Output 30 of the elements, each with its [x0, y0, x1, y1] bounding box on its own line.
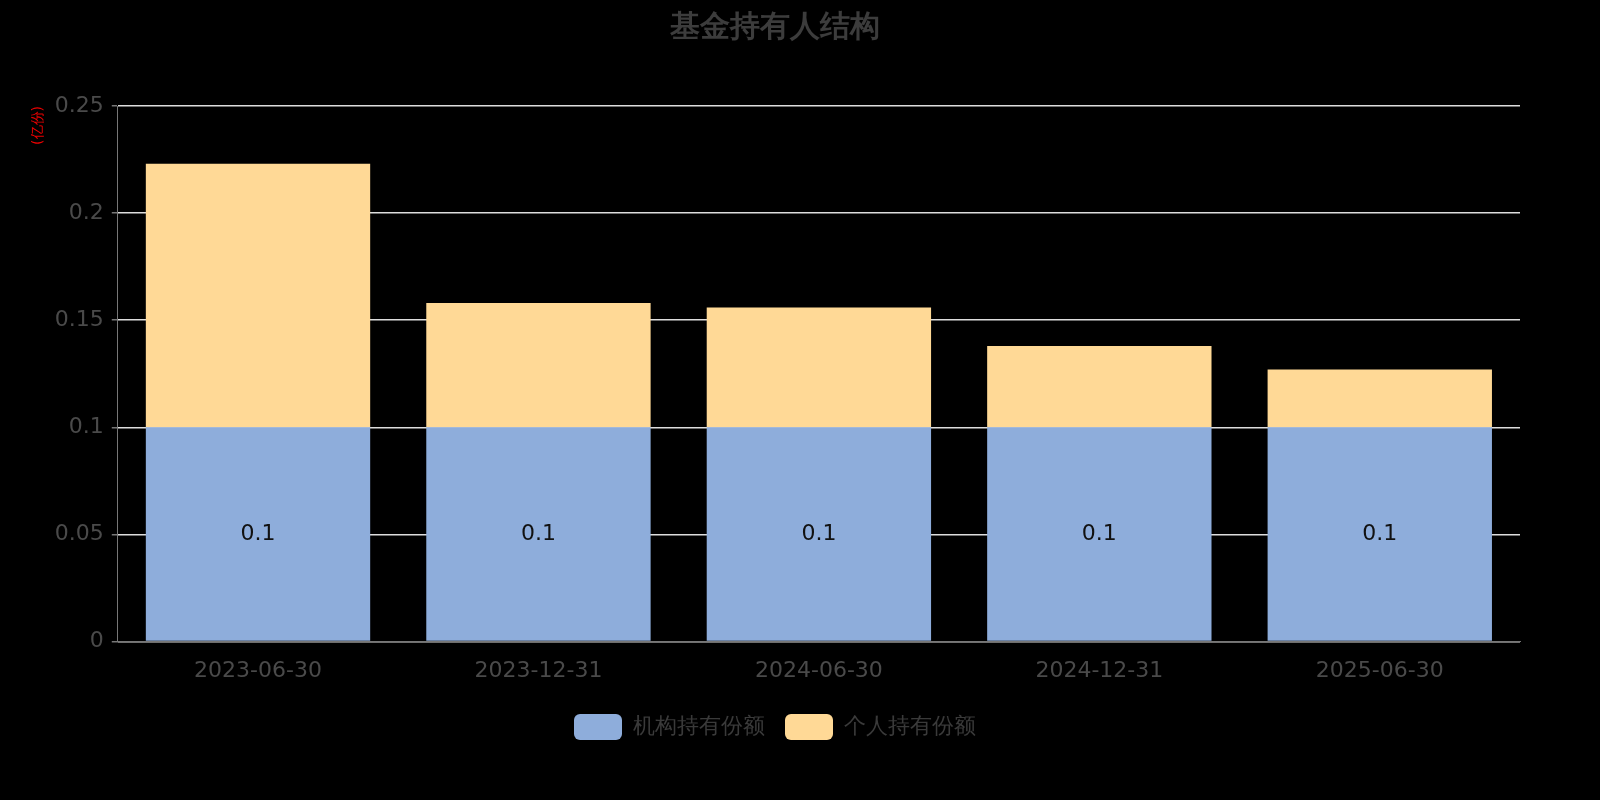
x-tick-label: 2024-06-30 — [754, 656, 883, 682]
bar — [426, 303, 651, 428]
bar — [145, 427, 371, 641]
data-label: 0.1 — [520, 519, 556, 545]
x-tick-label: 2024-12-31 — [1035, 656, 1164, 682]
bar — [426, 427, 651, 641]
y-tick-label: 0.25 — [54, 91, 104, 117]
y-tick-label: 0.15 — [54, 305, 104, 331]
bar — [706, 307, 932, 428]
data-label: 0.1 — [801, 519, 837, 545]
y-tick-label: 0 — [89, 627, 104, 653]
y-tick-label: 0.1 — [68, 413, 104, 439]
legend-label: 机构持有份额 — [633, 712, 765, 738]
bar — [987, 427, 1212, 641]
bar — [987, 345, 1212, 428]
x-tick-label: 2023-06-30 — [194, 656, 322, 682]
bar — [1267, 369, 1492, 428]
data-label: 0.1 — [1362, 519, 1398, 545]
data-label: 0.1 — [240, 519, 276, 545]
bar — [145, 163, 371, 428]
chart-title: 基金持有人结构 — [669, 7, 880, 43]
x-tick-label: 2025-06-30 — [1315, 656, 1444, 682]
data-label: 0.1 — [1081, 519, 1117, 545]
legend-label: 个人持有份额 — [844, 712, 976, 738]
x-tick-label: 2023-12-31 — [474, 656, 603, 682]
y-axis-title: (亿份) — [29, 106, 46, 145]
y-tick-label: 0.2 — [68, 198, 104, 224]
bar — [706, 427, 932, 641]
bar — [1267, 427, 1492, 641]
y-tick-label: 0.05 — [54, 520, 104, 546]
